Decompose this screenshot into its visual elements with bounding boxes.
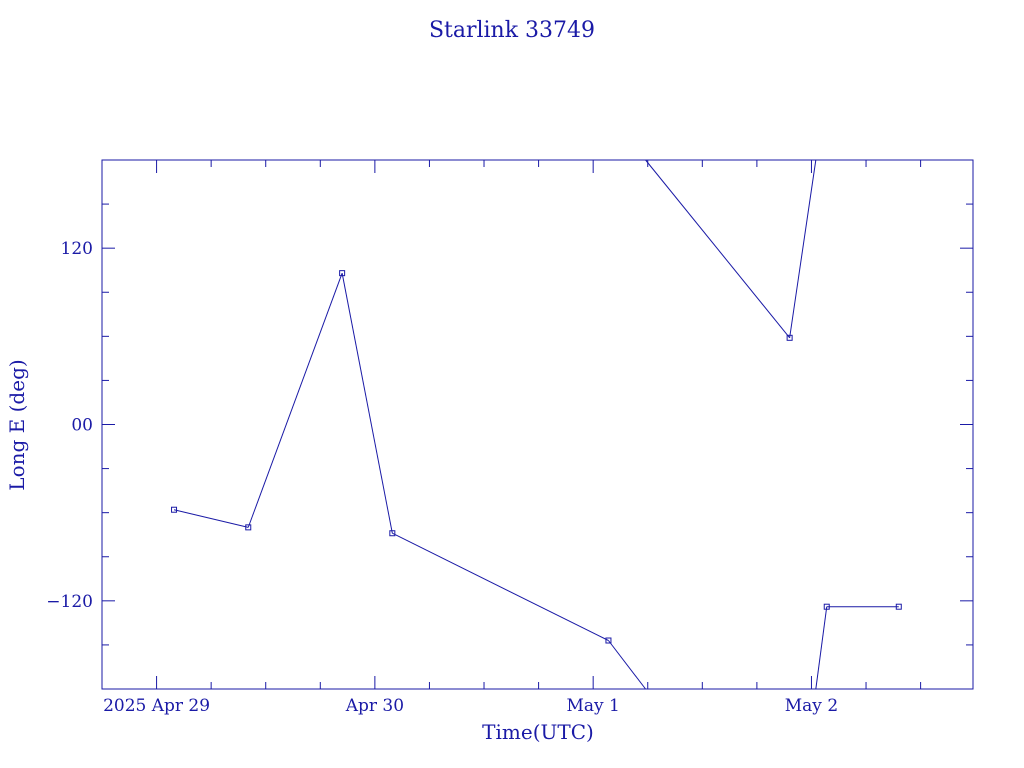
x-tick-label: May 1	[566, 696, 619, 716]
y-tick-label: 00	[71, 416, 93, 436]
data-point	[823, 603, 830, 610]
plot-frame	[101, 159, 974, 690]
series-segment	[789, 159, 817, 338]
series-segment	[815, 606, 828, 690]
series-segment	[173, 509, 249, 528]
x-tick-label: 2025 Apr 29	[103, 696, 210, 716]
axis-ticks	[101, 160, 973, 689]
series-segment	[392, 532, 609, 641]
y-axis-label: Long E (deg)	[5, 359, 29, 490]
data-point	[605, 637, 612, 644]
data-point	[389, 530, 396, 537]
data-point	[339, 270, 346, 277]
data-point	[245, 524, 252, 531]
y-tick-label: −120	[46, 592, 93, 612]
data-point	[786, 334, 793, 341]
x-tick-label: May 2	[785, 696, 838, 716]
x-axis-label: Time(UTC)	[482, 720, 594, 744]
series-segment	[645, 159, 791, 339]
data-point	[895, 603, 902, 610]
y-tick-labels: 120 00 −120	[46, 239, 93, 612]
data-point	[171, 506, 178, 513]
series-segment	[608, 640, 646, 690]
x-tick-label: Apr 30	[345, 696, 404, 716]
series-segment	[341, 273, 393, 534]
series-lines	[173, 159, 899, 690]
series-markers	[171, 270, 902, 644]
y-tick-label: 120	[61, 239, 93, 259]
chart-title: Starlink 33749	[429, 18, 595, 43]
x-tick-labels: 2025 Apr 29 Apr 30 May 1 May 2	[103, 696, 838, 716]
series-segment	[247, 272, 343, 528]
